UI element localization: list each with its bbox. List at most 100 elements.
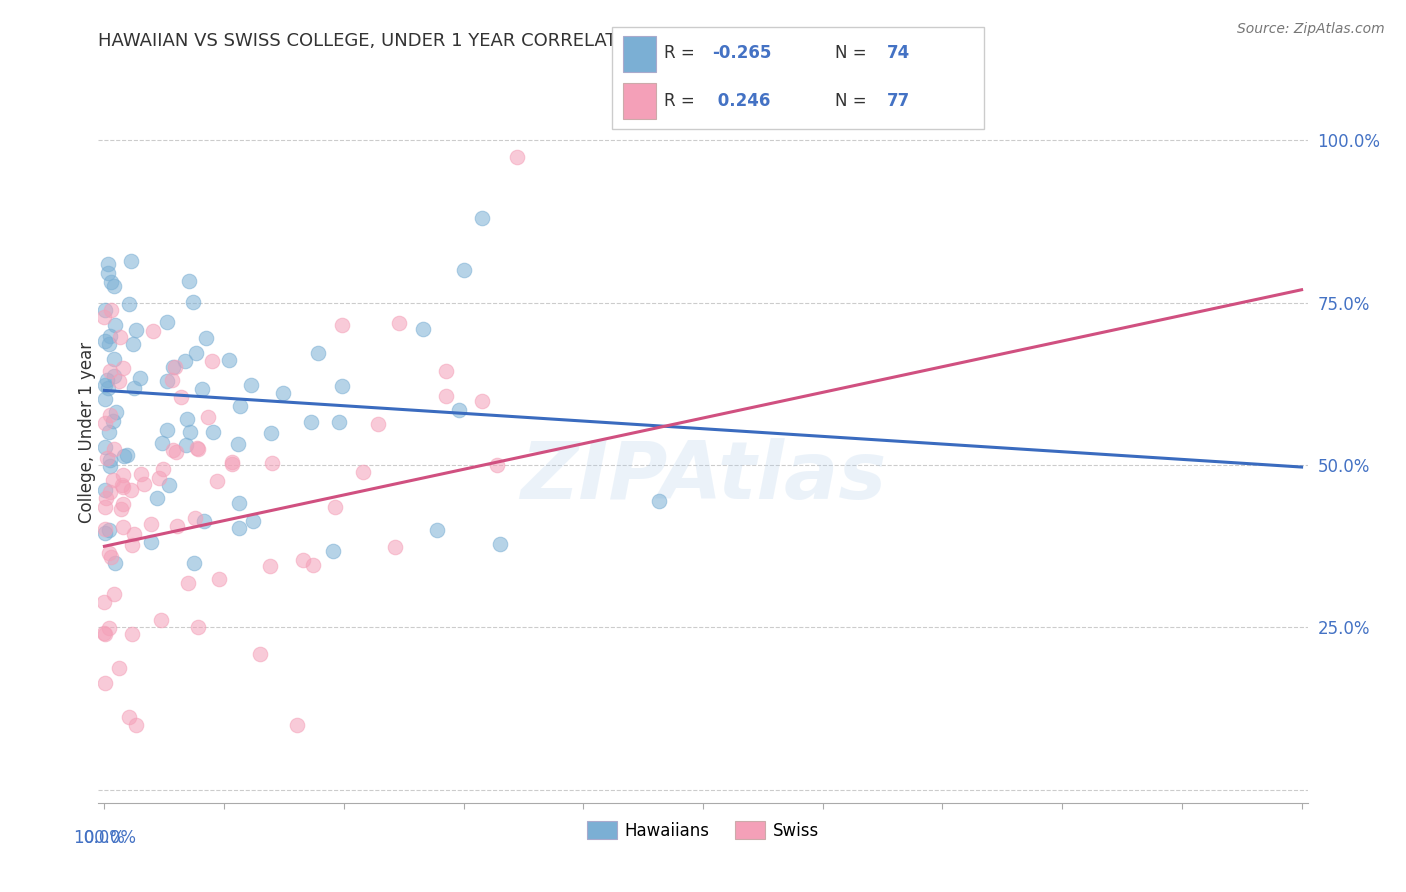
Point — [471, 393, 494, 408]
Point — [97, 621, 120, 635]
Point — [98, 546, 121, 560]
Point — [648, 494, 671, 508]
Point — [183, 556, 205, 570]
Point — [93, 595, 115, 609]
Point — [125, 718, 148, 732]
Point — [201, 353, 224, 368]
Point — [453, 263, 475, 277]
Bar — [623, 36, 657, 72]
Point — [330, 318, 353, 333]
Point — [98, 337, 121, 351]
Point — [142, 324, 165, 338]
Bar — [623, 83, 657, 119]
Point — [131, 467, 153, 481]
Point — [97, 267, 120, 281]
Point — [108, 660, 131, 674]
Point — [103, 474, 125, 488]
Point — [260, 426, 283, 441]
Point — [93, 526, 115, 541]
Point — [120, 483, 142, 497]
Point — [193, 514, 215, 528]
Point — [186, 441, 208, 455]
Point — [148, 471, 170, 485]
Point — [101, 414, 124, 428]
Point — [384, 540, 406, 554]
Text: N =: N = — [835, 92, 872, 110]
Point — [489, 536, 512, 550]
Point — [94, 440, 117, 454]
Point — [426, 524, 449, 538]
Point — [152, 462, 174, 476]
Point — [110, 478, 132, 492]
Text: Source: ZipAtlas.com: Source: ZipAtlas.com — [1237, 22, 1385, 37]
Point — [129, 371, 152, 385]
Point — [208, 572, 231, 586]
FancyBboxPatch shape — [612, 27, 984, 129]
Point — [328, 415, 350, 429]
Point — [150, 435, 173, 450]
Point — [94, 334, 117, 348]
Point — [111, 468, 134, 483]
Point — [96, 373, 118, 387]
Point — [179, 425, 201, 439]
Point — [98, 485, 121, 500]
Point — [100, 364, 122, 378]
Point — [187, 620, 209, 634]
Point — [111, 519, 134, 533]
Point — [97, 257, 120, 271]
Point — [94, 627, 117, 641]
Point — [157, 477, 180, 491]
Point — [177, 575, 200, 590]
Point — [191, 382, 214, 396]
Text: N =: N = — [835, 45, 872, 62]
Point — [112, 361, 135, 376]
Point — [271, 386, 294, 401]
Point — [104, 318, 127, 332]
Point — [146, 491, 169, 505]
Point — [221, 457, 243, 471]
Point — [112, 480, 135, 494]
Point — [506, 150, 529, 164]
Point — [176, 411, 198, 425]
Point — [221, 455, 243, 469]
Point — [240, 378, 263, 392]
Text: 100.0%: 100.0% — [73, 829, 136, 847]
Point — [184, 510, 207, 524]
Point — [108, 374, 131, 388]
Point — [121, 538, 143, 552]
Text: 0.246: 0.246 — [713, 92, 770, 110]
Point — [249, 647, 271, 661]
Point — [160, 373, 183, 387]
Point — [132, 476, 155, 491]
Point — [100, 303, 122, 318]
Point — [94, 491, 117, 505]
Point — [195, 331, 218, 345]
Point — [330, 379, 353, 393]
Point — [108, 330, 131, 344]
Point — [156, 315, 179, 329]
Text: -0.265: -0.265 — [713, 45, 772, 62]
Point — [228, 521, 250, 535]
Point — [112, 450, 135, 464]
Point — [207, 474, 229, 488]
Text: 77: 77 — [887, 92, 911, 110]
Point — [120, 254, 142, 268]
Point — [165, 445, 187, 459]
Point — [449, 402, 471, 417]
Text: 0.0%: 0.0% — [83, 829, 125, 847]
Point — [155, 423, 177, 437]
Point — [434, 364, 457, 378]
Point — [485, 458, 508, 472]
Point — [229, 399, 252, 413]
Point — [94, 392, 117, 406]
Point — [412, 321, 434, 335]
Point — [162, 442, 184, 457]
Point — [121, 627, 143, 641]
Point — [302, 558, 325, 572]
Point — [122, 381, 145, 395]
Point — [96, 451, 118, 466]
Point — [179, 274, 201, 288]
Point — [186, 346, 208, 360]
Point — [100, 550, 122, 565]
Point — [98, 408, 121, 422]
